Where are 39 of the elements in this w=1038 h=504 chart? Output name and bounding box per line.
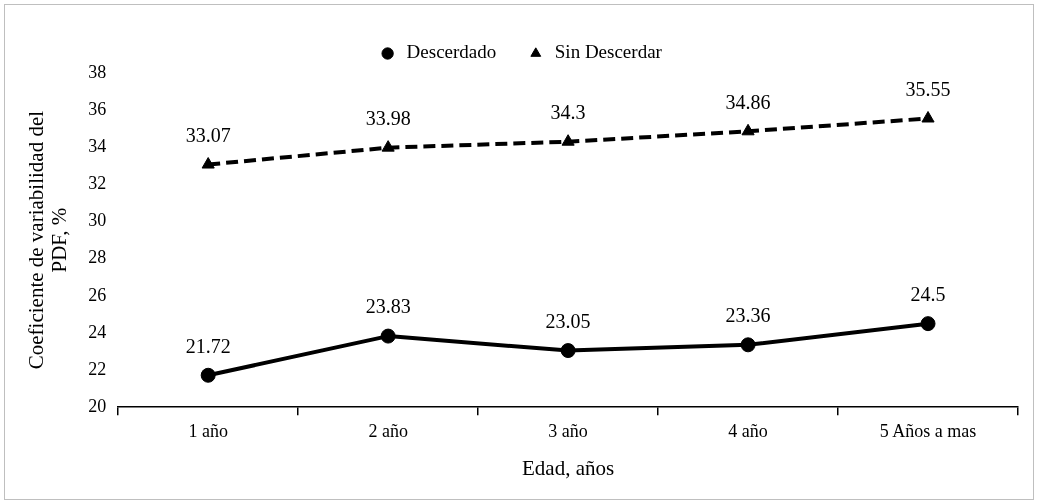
y-tick-label: 20 (88, 395, 107, 416)
point (381, 140, 395, 152)
data-label: 23.05 (545, 309, 591, 332)
y-tick-label: 32 (88, 173, 107, 194)
data-label: 34.3 (550, 100, 586, 123)
y-tick-label: 28 (88, 247, 107, 268)
x-tick-label: 3 año (548, 420, 588, 441)
x-tick-label: 4 año (728, 420, 768, 441)
point (741, 123, 755, 136)
point (380, 328, 396, 344)
x-axis-title: Edad, años (522, 455, 615, 480)
point (740, 337, 756, 353)
data-label: 23.36 (725, 304, 771, 327)
y-tick-label: 22 (88, 358, 107, 379)
y-tick-label: 38 (88, 61, 107, 82)
y-tick-label: 26 (88, 284, 107, 305)
data-label: 24.5 (910, 282, 946, 305)
data-label: 34.86 (725, 90, 771, 113)
x-tick-label: 5 Años a mas (879, 420, 977, 441)
x-tick-label: 1 año (188, 420, 228, 441)
y-tick-label: 36 (88, 98, 107, 119)
data-label: 21.72 (185, 334, 231, 357)
legend-label: Sin Descerdar (554, 41, 663, 63)
data-label: 33.98 (365, 106, 411, 129)
x-tick-label: 2 año (368, 420, 408, 441)
point (560, 343, 576, 359)
point (921, 110, 935, 123)
data-label: 35.55 (905, 77, 951, 100)
point (200, 367, 216, 383)
legend-label: Descerdado (406, 41, 497, 63)
y-tick-label: 30 (88, 210, 107, 231)
y-tick-label: 34 (88, 136, 107, 156)
data-label: 33.07 (185, 123, 231, 146)
y-axis-title: Coeficiente de variabilidad del PDF, % (24, 110, 72, 370)
point (561, 134, 575, 146)
y-tick-label: 24 (88, 321, 107, 342)
data-label: 23.83 (365, 295, 411, 318)
point (201, 157, 215, 169)
point (920, 316, 936, 332)
